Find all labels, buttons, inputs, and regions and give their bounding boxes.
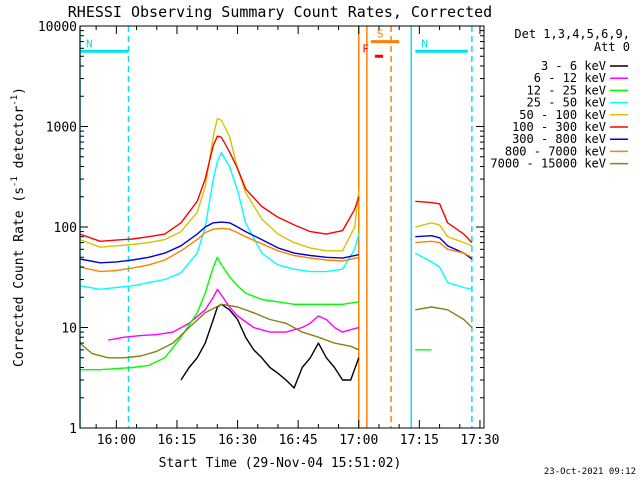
y-axis-label-mid: detector: [12, 106, 27, 177]
y-tick-label: 1000: [46, 121, 77, 136]
series-line: [79, 135, 473, 244]
annotation-label: N: [421, 37, 428, 50]
x-tick-label: 17:00: [339, 433, 378, 448]
legend-label: 7000 - 15000 keV: [490, 157, 606, 171]
legend-label: 6 - 12 keV: [534, 71, 606, 85]
series-line: [79, 303, 473, 359]
x-tick-label: 17:15: [400, 433, 439, 448]
y-axis: 1 10 100 1000 10000: [38, 20, 484, 437]
x-tick-label: 16:30: [218, 433, 257, 448]
x-axis: 16:00 16:15 16:30 16:45 17:00 17:15 17:30: [95, 26, 500, 448]
legend-label: 3 - 6 keV: [541, 59, 606, 73]
y-axis-label-end: ): [12, 87, 27, 95]
y-axis-label-sup2: -1: [10, 95, 20, 106]
series-line: [79, 151, 473, 290]
y-axis-label-main: Corrected Count Rate (s: [12, 187, 27, 367]
y-tick-label: 10000: [38, 20, 77, 35]
x-tick-label: 16:00: [97, 433, 136, 448]
annotation-label: N: [86, 37, 93, 50]
x-axis-label: Start Time (29-Nov-04 15:51:02): [159, 456, 402, 471]
footer-date: 23-Oct-2021 09:12: [544, 467, 636, 477]
chart-title: RHESSI Observing Summary Count Rates, Co…: [68, 3, 492, 21]
legend-label: 100 - 300 keV: [512, 120, 606, 134]
legend-header-line2: Att 0: [594, 40, 630, 54]
x-tick-label: 16:15: [157, 433, 196, 448]
annotation-bars: N N FS: [80, 28, 468, 58]
series-line: [108, 288, 359, 341]
y-tick-label: 100: [54, 221, 77, 236]
x-tick-label: 16:45: [279, 433, 318, 448]
y-axis-label: Corrected Count Rate (s-1 detector-1): [10, 87, 27, 367]
legend-label: 25 - 50 keV: [527, 96, 606, 110]
series-line: [79, 227, 473, 273]
x-tick-label: 17:30: [460, 433, 499, 448]
series-layer: [79, 117, 473, 389]
annotation-label: F: [362, 42, 369, 55]
y-tick-label: 10: [61, 322, 77, 337]
legend-label: 800 - 7000 keV: [505, 144, 606, 158]
legend-label: 50 - 100 keV: [519, 108, 606, 122]
series-line: [79, 117, 473, 252]
y-tick-label: 1: [69, 422, 77, 437]
legend-header-line1: Det 1,3,4,5,6,9,: [514, 27, 630, 41]
legend-label: 12 - 25 keV: [527, 83, 606, 97]
y-axis-label-sup1: -1: [10, 176, 20, 187]
series-line: [80, 256, 432, 371]
annotation-label: S: [377, 28, 384, 41]
series-line: [180, 303, 360, 389]
legend-label: 300 - 800 keV: [512, 132, 606, 146]
